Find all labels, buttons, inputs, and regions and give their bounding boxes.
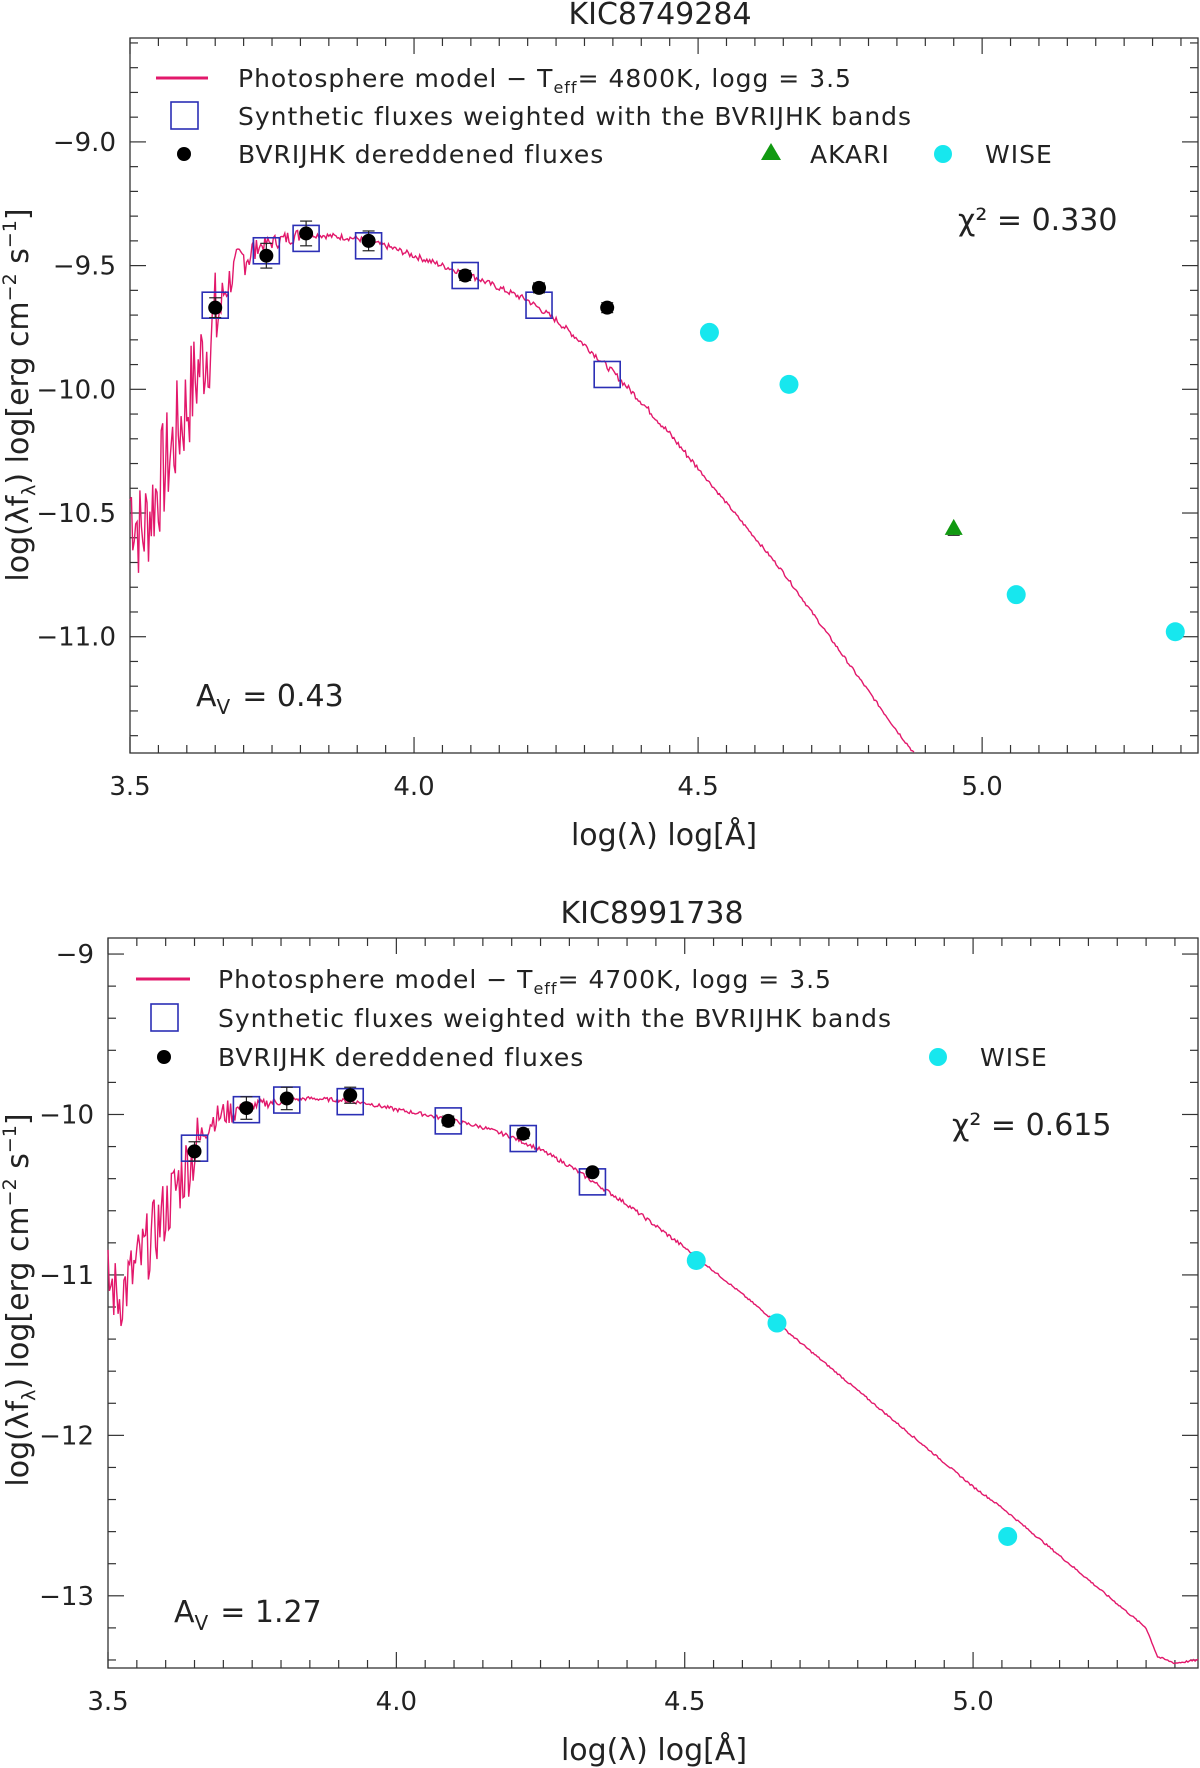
wise-point [779, 374, 799, 394]
akari-point [944, 518, 963, 535]
dereddened-flux-point [208, 300, 223, 315]
chi-squared-label: χ² = 0.330 [958, 203, 1117, 238]
y-tick-label: −13 [39, 1582, 94, 1612]
model-curve-group [107, 1095, 1199, 1665]
plot-frame [129, 37, 1199, 754]
panel-kic8991738: KIC8991738 3.5 4.0 4.5 5.0 −9 −10 −11 −12 −13 lo… [0, 896, 1199, 1768]
dereddened-flux-point [585, 1165, 600, 1180]
synthetic-flux-square [434, 1107, 463, 1135]
photosphere-model-line [129, 229, 915, 753]
dereddened-flux-point [279, 1091, 294, 1106]
x-tick-label: 3.5 [109, 772, 150, 802]
x-tick-label: 3.5 [87, 1687, 128, 1717]
x-tick-label: 5.0 [961, 772, 1002, 802]
x-tick-label: 5.0 [952, 1687, 993, 1717]
dereddened-points [187, 1086, 600, 1180]
y-tick-label: −11.0 [36, 623, 116, 653]
wise-point [998, 1526, 1018, 1546]
dereddened-flux-point [516, 1126, 531, 1141]
legend-dereddened-label: BVRIJHK dereddened fluxes [238, 140, 604, 169]
legend-dereddened-swatch [177, 147, 191, 161]
x-axis-label: log(λ) log[Å] [561, 1732, 747, 1768]
dereddened-flux-point [441, 1113, 456, 1128]
dereddened-flux-point [239, 1101, 254, 1116]
dereddened-flux-point [343, 1088, 358, 1103]
wise-points [686, 1250, 1018, 1546]
synthetic-flux-square [525, 291, 553, 319]
x-tick-label: 4.0 [376, 1687, 417, 1717]
dereddened-flux-point [458, 268, 473, 283]
synthetic-flux-square [201, 291, 230, 319]
dereddened-flux-point [299, 226, 314, 241]
extinction-label: AV = 1.27 [174, 1595, 322, 1635]
y-axis-label: log(λfλ) log[erg cm−2 s−1] [0, 208, 40, 581]
legend-akari-swatch [761, 143, 781, 160]
axis-ticks [129, 38, 1198, 753]
legend-synthetic-label: Synthetic fluxes weighted with the BVRIJ… [218, 1004, 892, 1033]
y-tick-label: −10.5 [36, 499, 116, 529]
dereddened-flux-point [259, 248, 274, 263]
legend: Photosphere model − Teff= 4800K, logg = … [156, 64, 1053, 169]
wise-point [699, 322, 719, 342]
chart-title: KIC8749284 [568, 0, 751, 32]
legend-wise-label: WISE [980, 1043, 1048, 1072]
legend-synthetic-label: Synthetic fluxes weighted with the BVRIJ… [238, 102, 912, 131]
legend: Photosphere model − Teff= 4700K, logg = … [136, 965, 1048, 1072]
wise-point [686, 1250, 706, 1270]
y-tick-label: −9.5 [53, 252, 116, 282]
wise-points [699, 322, 1185, 642]
y-axis-label: log(λfλ) log[erg cm−2 s−1] [0, 1113, 40, 1486]
dereddened-points [208, 220, 615, 319]
y-tick-label: −9.0 [53, 128, 116, 158]
x-axis-label: log(λ) log[Å] [571, 817, 757, 853]
synthetic-flux-square [509, 1124, 538, 1153]
dereddened-flux-point [532, 280, 547, 295]
synthetic-flux-square [593, 360, 621, 389]
photosphere-model-line [107, 1095, 1199, 1665]
legend-model-label: Photosphere model − Teff= 4700K, logg = … [218, 965, 832, 998]
legend-synthetic-swatch [150, 1003, 179, 1032]
legend-akari-label: AKARI [810, 140, 890, 169]
axis-tick-labels: 3.5 4.0 4.5 5.0 −9 −10 −11 −12 −13 [39, 940, 994, 1717]
model-curve-group [129, 229, 915, 753]
y-tick-label: −9 [56, 940, 94, 970]
legend-dereddened-label: BVRIJHK dereddened fluxes [218, 1043, 584, 1072]
y-tick-label: −10 [39, 1100, 94, 1130]
axis-tick-labels: 3.5 4.0 4.5 5.0 −9.0 −9.5 −10.0 −10.5 −11.0 [36, 128, 1002, 802]
wise-point [767, 1313, 787, 1333]
extinction-label: AV = 0.43 [196, 679, 344, 719]
legend-synthetic-swatch [170, 101, 199, 130]
legend-wise-label: WISE [985, 140, 1053, 169]
x-tick-label: 4.0 [393, 772, 434, 802]
dereddened-flux-point [187, 1144, 202, 1159]
chart-title: KIC8991738 [560, 896, 743, 931]
plot-frame [107, 937, 1199, 1669]
y-tick-label: −12 [39, 1421, 94, 1451]
legend-wise-swatch [929, 1048, 947, 1066]
dereddened-flux-point [361, 233, 376, 248]
legend-dereddened-swatch [157, 1050, 171, 1064]
x-tick-label: 4.5 [677, 772, 718, 802]
panel-kic8749284: KIC8749284 3.5 4.0 4.5 5.0 −9.0 −9.5 −10.0 −10.… [0, 0, 1199, 853]
y-tick-label: −11 [39, 1261, 94, 1291]
wise-point [1006, 585, 1026, 605]
akari-points [944, 518, 963, 536]
chi-squared-label: χ² = 0.615 [952, 1108, 1111, 1143]
wise-point [1165, 622, 1185, 642]
y-tick-label: −10.0 [36, 375, 116, 405]
legend-model-label: Photosphere model − Teff= 4800K, logg = … [238, 64, 852, 97]
legend-wise-swatch [934, 145, 952, 163]
dereddened-flux-point [600, 300, 615, 315]
x-tick-label: 4.5 [664, 1687, 705, 1717]
synthetic-flux-square [451, 261, 479, 290]
